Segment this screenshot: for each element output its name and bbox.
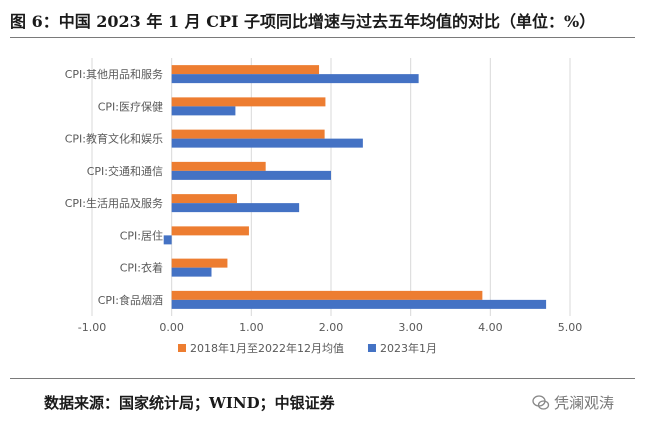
watermark: 凭澜观涛 (532, 392, 614, 413)
bar-avg-5 (171, 226, 249, 236)
x-tick-labels: -1.00 0.00 1.00 2.00 3.00 4.00 5.00 (78, 321, 582, 334)
category-label-1: CPI:医疗保健 (98, 99, 163, 113)
category-label-0: CPI:其他用品和服务 (65, 68, 163, 81)
bar-jan2023-6 (171, 267, 212, 277)
watermark-text: 凭澜观涛 (554, 394, 615, 412)
x-tick-label-2: 1.00 (239, 321, 264, 334)
gridlines (91, 58, 571, 316)
bar-avg-1 (171, 97, 326, 107)
x-tick-label-3: 2.00 (319, 321, 344, 334)
bar-avg-0 (171, 65, 320, 75)
legend-label-1: 2023年1月 (380, 341, 437, 355)
bar-jan2023-4 (171, 203, 300, 213)
data-source: 数据来源：国家统计局；WIND；中银证券 (44, 394, 335, 412)
category-label-2: CPI:教育文化和娱乐 (65, 132, 163, 146)
bar-avg-2 (171, 129, 325, 139)
legend-swatch-1 (367, 344, 376, 352)
category-label-3: CPI:交通和通信 (87, 164, 163, 178)
x-tick-label-1: 0.00 (159, 321, 184, 334)
category-label-5: CPI:居住 (120, 228, 163, 242)
bar-chart: CPI:其他用品和服务 CPI:医疗保健 CPI:教育文化和娱乐 CPI:交通和通信 C… (65, 58, 582, 355)
x-tick-label-5: 4.00 (478, 321, 503, 334)
title-divider (10, 37, 635, 38)
legend-label-0: 2018年1月至2022年12月均值 (190, 341, 344, 355)
figure-title: 图 6：中国 2023 年 1 月 CPI 子项同比增速与过去五年均值的对比（单… (10, 12, 596, 31)
legend: 2018年1月至2022年12月均值 2023年1月 (178, 341, 437, 355)
bar-avg-3 (171, 161, 266, 171)
bars (163, 65, 547, 309)
bar-jan2023-5 (163, 235, 172, 245)
legend-swatch-0 (178, 344, 186, 352)
category-label-6: CPI:衣着 (120, 261, 163, 275)
x-tick-label-4: 3.00 (398, 321, 423, 334)
x-tick-label-0: -1.00 (78, 321, 106, 334)
bar-avg-6 (171, 258, 228, 268)
bar-jan2023-7 (171, 299, 547, 309)
category-label-4: CPI:生活用品及服务 (65, 196, 163, 210)
x-tick-label-6: 5.00 (558, 321, 583, 334)
bar-jan2023-0 (171, 74, 419, 84)
bar-avg-4 (171, 194, 237, 204)
bar-avg-7 (171, 290, 483, 300)
bar-jan2023-2 (171, 138, 363, 148)
bar-jan2023-1 (171, 106, 236, 116)
category-labels: CPI:其他用品和服务 CPI:医疗保健 CPI:教育文化和娱乐 CPI:交通和通信 C… (65, 68, 163, 307)
bar-jan2023-3 (171, 170, 331, 180)
source-divider (10, 378, 635, 379)
wechat-icon (532, 394, 550, 410)
category-label-7: CPI:食品烟酒 (98, 293, 163, 307)
